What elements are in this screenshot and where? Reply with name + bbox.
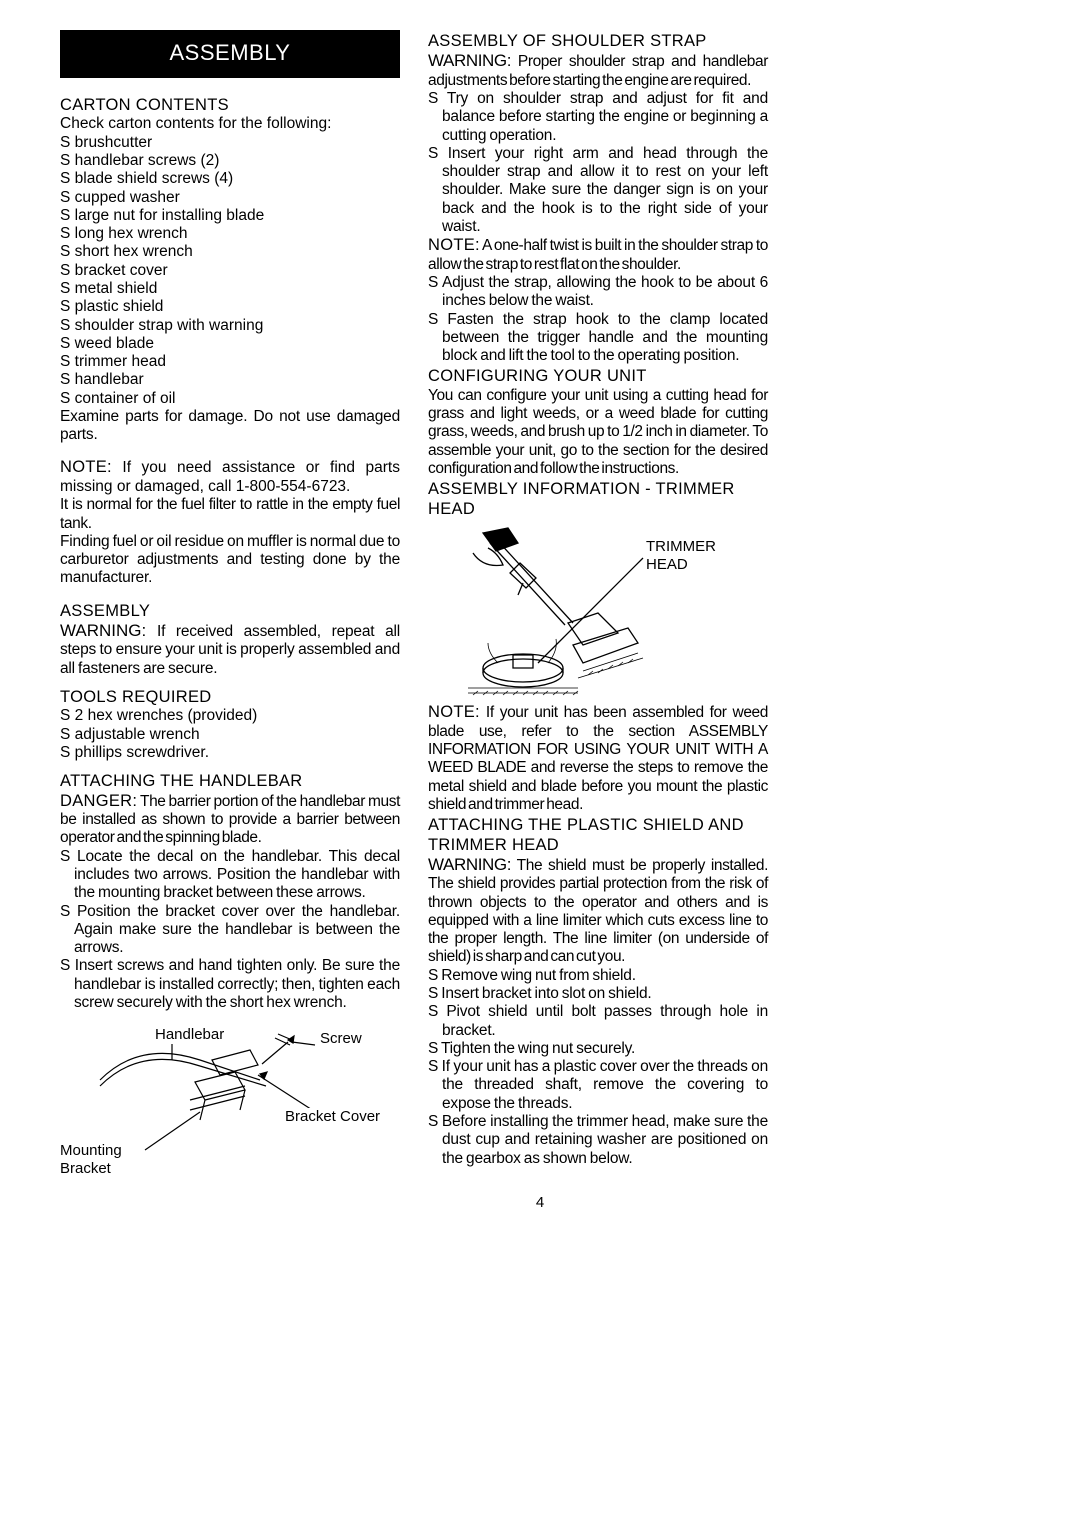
diagram-label-handlebar: Handlebar: [155, 1026, 224, 1044]
page-content: ASSEMBLY CARTON CONTENTS Check carton co…: [0, 30, 1080, 1180]
list-item: Insert screws and hand tighten only. Be …: [60, 957, 400, 1012]
list-item: Try on shoulder strap and adjust for fit…: [428, 90, 768, 145]
configuring-heading: CONFIGURING YOUR UNIT: [428, 367, 768, 386]
list-item: trimmer head: [60, 353, 400, 371]
handlebar-danger: DANGER: The barrier portion of the handl…: [60, 792, 400, 848]
plastic-shield-warning: WARNING: The shield must be properly ins…: [428, 855, 768, 967]
note-assistance-text: If you need assistance or find parts mis…: [60, 459, 400, 494]
list-item: phillips screwdriver.: [60, 744, 400, 762]
list-item: shoulder strap with warning: [60, 317, 400, 335]
list-item: weed blade: [60, 335, 400, 353]
list-item: Adjust the strap, allowing the hook to b…: [428, 274, 768, 311]
tools-required-heading: TOOLS REQUIRED: [60, 688, 400, 707]
list-item: long hex wrench: [60, 225, 400, 243]
assembly-heading: ASSEMBLY: [60, 602, 400, 621]
diagram-label-screw: Screw: [320, 1030, 362, 1048]
right-column: ASSEMBLY OF SHOULDER STRAP WARNING: Prop…: [428, 30, 768, 1180]
list-item: container of oil: [60, 390, 400, 408]
note-label: NOTE:: [60, 458, 112, 476]
shoulder-note: NOTE: A one-half twist is built in the s…: [428, 236, 768, 274]
list-item: cupped washer: [60, 189, 400, 207]
diagram-label-mounting-bracket: Mounting Bracket: [60, 1142, 122, 1177]
list-item: Tighten the wing nut securely.: [428, 1040, 768, 1058]
shoulder-strap-heading: ASSEMBLY OF SHOULDER STRAP: [428, 32, 768, 51]
assembly-banner: ASSEMBLY: [60, 30, 400, 78]
carton-intro: Check carton contents for the following:: [60, 115, 400, 133]
handlebar-diagram: Handlebar Screw Bracket Cover Mounting B…: [60, 1020, 400, 1180]
note-weed-blade-text: If your unit has been assembled for weed…: [428, 704, 768, 813]
diagram-label-trimmer-head: TRIMMER HEAD: [646, 538, 716, 573]
warning-label: WARNING:: [428, 51, 511, 70]
list-item: Position the bracket cover over the hand…: [60, 903, 400, 958]
list-item: handlebar screws (2): [60, 152, 400, 170]
handlebar-steps: Locate the decal on the handlebar. This …: [60, 848, 400, 1013]
assembly-info-heading: ASSEMBLY INFORMATION - TRIMMER HEAD: [428, 480, 768, 519]
list-item: adjustable wrench: [60, 726, 400, 744]
shoulder-steps-2: Adjust the strap, allowing the hook to b…: [428, 274, 768, 365]
list-item: Insert bracket into slot on shield.: [428, 985, 768, 1003]
list-item: If your unit has a plastic cover over th…: [428, 1058, 768, 1113]
list-item: plastic shield: [60, 298, 400, 316]
note-weed-blade: NOTE: If your unit has been assembled fo…: [428, 703, 768, 814]
left-column: ASSEMBLY CARTON CONTENTS Check carton co…: [60, 30, 400, 1180]
warning-label: WARNING:: [60, 621, 146, 640]
list-item: blade shield screws (4): [60, 170, 400, 188]
tools-list: 2 hex wrenches (provided)adjustable wren…: [60, 707, 400, 762]
list-item: Insert your right arm and head through t…: [428, 145, 768, 236]
carton-list: brushcutterhandlebar screws (2)blade shi…: [60, 134, 400, 408]
trimmer-diagram: TRIMMER HEAD: [428, 523, 768, 703]
plastic-steps: Remove wing nut from shield.Insert brack…: [428, 967, 768, 1168]
list-item: short hex wrench: [60, 243, 400, 261]
list-item: 2 hex wrenches (provided): [60, 707, 400, 725]
note-label: NOTE:: [428, 236, 480, 254]
list-item: Fasten the strap hook to the clamp locat…: [428, 311, 768, 366]
danger-label: DANGER:: [60, 792, 137, 810]
warning-label: WARNING:: [428, 855, 511, 874]
diagram-label-bracket-cover: Bracket Cover: [285, 1108, 380, 1126]
plastic-shield-heading: ATTACHING THE PLASTIC SHIELD AND TRIMMER…: [428, 816, 768, 855]
list-item: handlebar: [60, 371, 400, 389]
list-item: Before installing the trimmer head, make…: [428, 1113, 768, 1168]
note-assistance: NOTE: If you need assistance or find par…: [60, 458, 400, 496]
shoulder-steps-1: Try on shoulder strap and adjust for fit…: [428, 90, 768, 236]
examine-parts: Examine parts for damage. Do not use dam…: [60, 408, 400, 445]
list-item: large nut for installing blade: [60, 207, 400, 225]
assembly-warning: WARNING: If received assembled, repeat a…: [60, 621, 400, 678]
fuel-oil-text: Finding fuel or oil residue on muffler i…: [60, 533, 400, 588]
configuring-text: You can configure your unit using a cutt…: [428, 387, 768, 478]
list-item: Remove wing nut from shield.: [428, 967, 768, 985]
list-item: metal shield: [60, 280, 400, 298]
list-item: Pivot shield until bolt passes through h…: [428, 1003, 768, 1040]
carton-contents-heading: CARTON CONTENTS: [60, 96, 400, 115]
page-number: 4: [0, 1194, 1080, 1211]
list-item: brushcutter: [60, 134, 400, 152]
handlebar-heading: ATTACHING THE HANDLEBAR: [60, 772, 400, 791]
fuel-filter-text: It is normal for the fuel filter to ratt…: [60, 496, 400, 533]
note-label: NOTE:: [428, 703, 480, 721]
shoulder-warning: WARNING: Proper shoulder strap and handl…: [428, 51, 768, 90]
shoulder-note-text: A one-half twist is built in the shoulde…: [428, 237, 768, 272]
list-item: Locate the decal on the handlebar. This …: [60, 848, 400, 903]
list-item: bracket cover: [60, 262, 400, 280]
